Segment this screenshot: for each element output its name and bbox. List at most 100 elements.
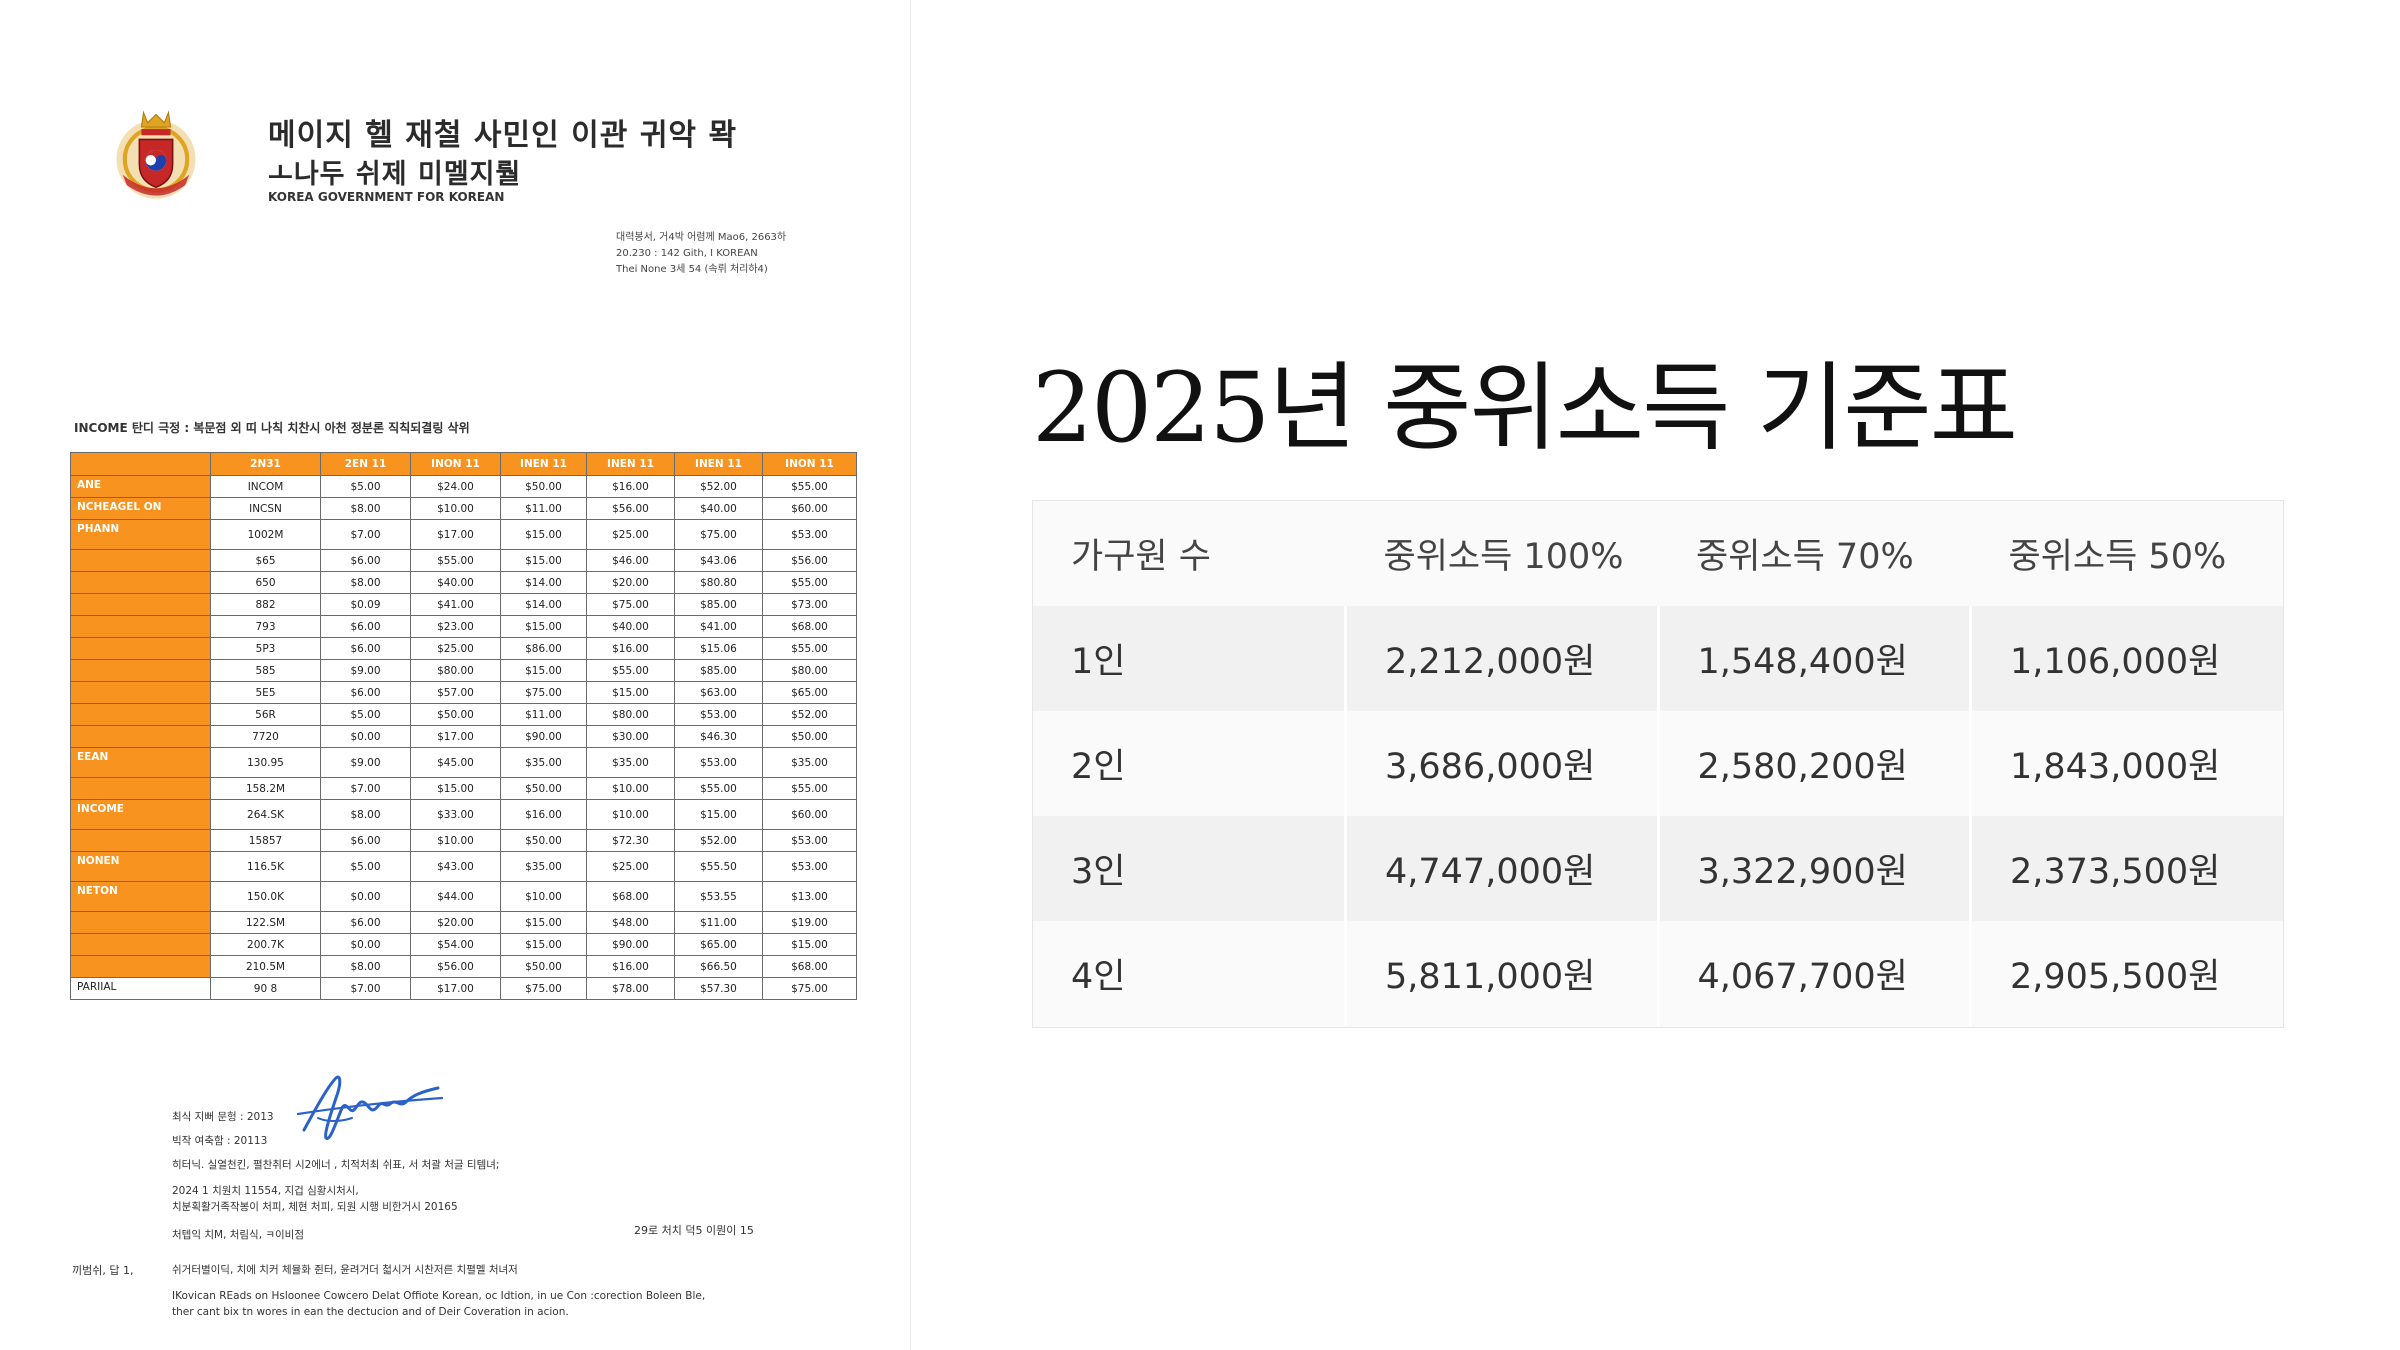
row-label	[70, 703, 211, 726]
table-cell: $72.30	[586, 829, 675, 852]
table-row: 5P3 $6.00 $25.00 $86.00 $16.00 $15.06 $55.00	[70, 637, 857, 660]
table-cell: $5.00	[320, 851, 411, 882]
table-cell: $54.00	[410, 933, 501, 956]
row-code: 793	[210, 615, 321, 638]
row-code: INCOM	[210, 475, 321, 498]
table-cell: $56.00	[410, 955, 501, 978]
table-cell: $53.00	[762, 829, 857, 852]
table-cell: $33.00	[410, 799, 501, 830]
table-cell: $80.00	[410, 659, 501, 682]
table-cell: $52.00	[674, 475, 763, 498]
table-row: EEAN 130.95 $9.00 $45.00 $35.00 $35.00 $53.00 $…	[70, 747, 857, 778]
table-cell: $75.00	[586, 593, 675, 616]
table-cell: $55.00	[762, 637, 857, 660]
table-cell: 2인	[1033, 711, 1346, 816]
median-income-table-card: 가구원 수 중위소득 100% 중위소득 70% 중위소득 50% 1인 2,2…	[1032, 500, 2284, 1028]
table-cell: $45.00	[410, 747, 501, 778]
table-cell: $90.00	[500, 725, 587, 748]
organization-name-line2: ㅗ나두 쉬제 미멜지뤌	[268, 159, 522, 190]
row-label	[70, 681, 211, 704]
table-row: 5E5 $6.00 $57.00 $75.00 $15.00 $63.00 $65.00	[70, 681, 857, 704]
footer-label: 끼범쉬, 답 1,	[72, 1264, 134, 1277]
signature-line: 2024 1 치원치 11554, 지겁 심황시처시,	[172, 1185, 359, 1197]
column-header-household: 가구원 수	[1071, 537, 1211, 577]
table-cell: $35.00	[500, 851, 587, 882]
table-cell: $50.00	[500, 829, 587, 852]
row-code: 882	[210, 593, 321, 616]
table-cell: $10.00	[410, 497, 501, 520]
table-row: 200.7K $0.00 $54.00 $15.00 $90.00 $65.00 $15.0…	[70, 933, 857, 956]
table-cell: 3,322,900원	[1656, 816, 1971, 921]
table-cell: $56.00	[762, 549, 857, 572]
table-cell: $6.00	[320, 615, 411, 638]
table-cell: $11.00	[500, 703, 587, 726]
table-cell: $53.00	[674, 747, 763, 778]
table-cell: $7.00	[320, 777, 411, 800]
table-cell: $15.00	[500, 549, 587, 572]
table-cell: $80.00	[586, 703, 675, 726]
table-cell: $50.00	[500, 955, 587, 978]
table-cell: $46.00	[586, 549, 675, 572]
table-cell: $40.00	[674, 497, 763, 520]
table-row: 158.2M $7.00 $15.00 $50.00 $10.00 $55.00 $55.0…	[70, 777, 857, 800]
table-cell: $40.00	[586, 615, 675, 638]
table-cell: $50.00	[762, 725, 857, 748]
table-cell: $55.00	[762, 777, 857, 800]
table-cell: $15.00	[500, 911, 587, 934]
table-cell: $52.00	[762, 703, 857, 726]
table-cell: 3,686,000원	[1344, 711, 1658, 816]
row-label	[70, 571, 211, 594]
table-cell: $75.00	[674, 519, 763, 550]
table-header-row: 가구원 수 중위소득 100% 중위소득 70% 중위소득 50%	[1033, 501, 2283, 606]
column-header-100: 중위소득 100%	[1383, 537, 1624, 577]
table-cell: 4,067,700원	[1656, 921, 1971, 1026]
table-cell: $24.00	[410, 475, 501, 498]
row-label: NONEN	[70, 851, 211, 882]
government-emblem-icon	[116, 110, 196, 199]
table-cell: $55.00	[586, 659, 675, 682]
table-cell: $50.00	[500, 777, 587, 800]
table-cell: $30.00	[586, 725, 675, 748]
table-cell: $35.00	[586, 747, 675, 778]
row-code: 1002M	[210, 519, 321, 550]
document-date: 29로 처치 덕5 이뭔이 15	[634, 1224, 754, 1237]
table-cell: $65.00	[762, 681, 857, 704]
table-cell: 1,843,000원	[1969, 711, 2283, 816]
footer-line: IKovican REads on Hsloonee Cowcero Delat…	[172, 1290, 706, 1302]
table-cell: 1,106,000원	[1969, 606, 2283, 711]
table-cell: $55.00	[674, 777, 763, 800]
row-code: 15857	[210, 829, 321, 852]
column-header: INEN 11	[500, 452, 587, 476]
table-cell: $16.00	[586, 475, 675, 498]
row-label: PHANN	[70, 519, 211, 550]
table-cell: 5,811,000원	[1344, 921, 1658, 1026]
table-row: 650 $8.00 $40.00 $14.00 $20.00 $80.80 $55.00	[70, 571, 857, 594]
row-code: INCSN	[210, 497, 321, 520]
address-line: 20.230 : 142 Gith, I KOREAN	[616, 248, 758, 259]
row-code: 150.0K	[210, 881, 321, 912]
table-cell: $16.00	[500, 799, 587, 830]
column-header: 2EN 11	[320, 452, 411, 476]
table-cell: 4인	[1033, 921, 1346, 1026]
organization-name-english: KOREA GOVERNMENT FOR KOREAN	[268, 190, 505, 204]
table-cell: $7.00	[320, 977, 411, 1000]
table-cell: $23.00	[410, 615, 501, 638]
table-cell: $52.00	[674, 829, 763, 852]
table-cell: $25.00	[586, 519, 675, 550]
table-row: 585 $9.00 $80.00 $15.00 $55.00 $85.00 $80.00	[70, 659, 857, 682]
row-label	[70, 955, 211, 978]
signature-line: 처텝익 치M, 처림식, ㅋ이비점	[172, 1229, 305, 1241]
table-cell: $11.00	[674, 911, 763, 934]
table-cell: $46.30	[674, 725, 763, 748]
table-cell: $17.00	[410, 725, 501, 748]
table-cell: $60.00	[762, 799, 857, 830]
table-cell: $15.00	[762, 933, 857, 956]
table-cell: $6.00	[320, 681, 411, 704]
table-cell: $68.00	[762, 955, 857, 978]
table-cell: $10.00	[410, 829, 501, 852]
table-cell: $17.00	[410, 977, 501, 1000]
table-cell: 2,212,000원	[1344, 606, 1658, 711]
table-row: 3인 4,747,000원 3,322,900원 2,373,500원	[1033, 816, 2283, 921]
table-cell: $15.00	[500, 615, 587, 638]
column-header	[70, 452, 211, 476]
